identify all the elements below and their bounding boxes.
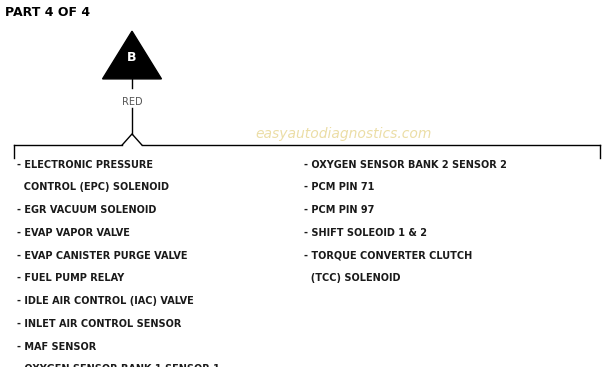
- Text: easyautodiagnostics.com: easyautodiagnostics.com: [255, 127, 432, 141]
- Text: - SHIFT SOLEOID 1 & 2: - SHIFT SOLEOID 1 & 2: [304, 228, 427, 238]
- Text: CONTROL (EPC) SOLENOID: CONTROL (EPC) SOLENOID: [17, 182, 169, 192]
- Text: - INLET AIR CONTROL SENSOR: - INLET AIR CONTROL SENSOR: [17, 319, 182, 329]
- Text: - FUEL PUMP RELAY: - FUEL PUMP RELAY: [17, 273, 125, 283]
- Text: - PCM PIN 97: - PCM PIN 97: [304, 205, 375, 215]
- Text: B: B: [127, 51, 137, 64]
- Text: - EGR VACUUM SOLENOID: - EGR VACUUM SOLENOID: [17, 205, 157, 215]
- Text: (TCC) SOLENOID: (TCC) SOLENOID: [304, 273, 400, 283]
- Text: RED: RED: [122, 97, 142, 107]
- Text: - MAF SENSOR: - MAF SENSOR: [17, 342, 96, 352]
- Text: - ELECTRONIC PRESSURE: - ELECTRONIC PRESSURE: [17, 160, 153, 170]
- Text: - EVAP CANISTER PURGE VALVE: - EVAP CANISTER PURGE VALVE: [17, 251, 188, 261]
- Text: - EVAP VAPOR VALVE: - EVAP VAPOR VALVE: [17, 228, 130, 238]
- Polygon shape: [103, 31, 161, 79]
- Text: - PCM PIN 71: - PCM PIN 71: [304, 182, 375, 192]
- Text: - TORQUE CONVERTER CLUTCH: - TORQUE CONVERTER CLUTCH: [304, 251, 472, 261]
- Text: - OXYGEN SENSOR BANK 1 SENSOR 1: - OXYGEN SENSOR BANK 1 SENSOR 1: [17, 364, 220, 367]
- Text: - OXYGEN SENSOR BANK 2 SENSOR 2: - OXYGEN SENSOR BANK 2 SENSOR 2: [304, 160, 507, 170]
- Text: - IDLE AIR CONTROL (IAC) VALVE: - IDLE AIR CONTROL (IAC) VALVE: [17, 296, 194, 306]
- Text: PART 4 OF 4: PART 4 OF 4: [5, 6, 90, 18]
